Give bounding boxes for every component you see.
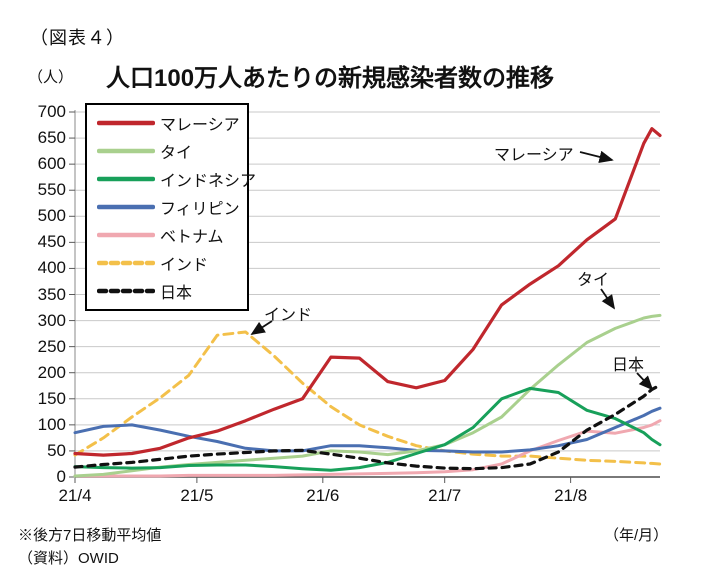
legend-item-1: タイ [97,138,247,164]
y-axis-tick-label: 550 [37,180,66,200]
legend-label: タイ [160,145,193,162]
series-line-インド [73,330,662,466]
annotation-japan: 日本 [612,357,645,374]
legend-swatch-icon [97,148,155,154]
y-axis-tick-label: 200 [37,362,66,382]
legend-swatch-icon [97,288,155,294]
legend-swatch-icon [97,204,155,210]
y-axis-tick-label: 650 [37,128,66,148]
legend-label: インドネシア [160,173,257,190]
legend-label: 日本 [160,285,193,302]
x-axis-tick-label: 21/5 [180,486,214,505]
legend-label: インド [160,257,209,274]
annotation-arrow-malaysia [579,150,614,164]
y-axis-unit-label: （人） [28,70,74,86]
series-line-日本 [73,383,662,471]
annotation-thailand: タイ [577,272,610,289]
y-axis-tick-label: 150 [37,388,66,408]
legend-item-5: インド [97,250,247,276]
chart-legend: マレーシアタイインドネシア フィリピンベトナムインド日本 [85,103,256,311]
annotation-arrow-india [250,320,273,335]
y-axis-tick-label: 450 [37,232,66,252]
legend-label: フィリピン [160,201,240,218]
y-axis-tick-label: 50 [47,440,66,460]
x-axis-tick-label: 21/7 [428,486,462,505]
legend-swatch-icon [97,176,155,182]
y-axis-tick-label: 250 [37,336,66,356]
legend-item-2: インドネシア [97,166,256,192]
series-line-フィリピン [73,406,662,454]
legend-item-6: 日本 [97,278,247,304]
annotation-arrow-thailand [600,288,616,310]
legend-label: ベトナム [160,229,224,246]
x-axis-unit-label: （年/月） [604,527,669,544]
legend-item-3: フィリピン [97,194,247,220]
legend-label: マレーシア [160,117,240,134]
x-axis-tick-label: 21/6 [306,486,340,505]
x-axis-tick-label: 21/4 [58,486,92,505]
annotation-malaysia: マレーシア [494,147,574,164]
y-axis-tick-label: 300 [37,310,66,330]
legend-swatch-icon [97,120,155,126]
y-axis-tick-label: 500 [37,206,66,226]
annotation-india: インド [264,307,313,324]
y-axis-tick-label: 400 [37,258,66,278]
annotation-arrow-japan [636,372,654,391]
series-line-ベトナム [73,419,662,478]
y-axis-tick-label: 700 [37,102,66,121]
legend-swatch-icon [97,232,155,238]
series-line-マレーシア [73,127,662,457]
x-axis-tick-label: 21/8 [554,486,588,505]
y-axis-tick-label: 100 [37,414,66,434]
legend-item-0: マレーシア [97,110,247,136]
y-axis-tick-label: 350 [37,284,66,304]
y-axis-tick-label: 0 [56,467,66,486]
y-axis-tick-label: 600 [37,154,66,174]
footnote-moving-average: ※後方7日移動平均値 [18,527,162,544]
figure-label: （図表４） [30,28,125,48]
footnote-source: （資料）OWID [18,550,119,567]
chart-title: 人口100万人あたりの新規感染者数の推移 [106,65,555,92]
legend-item-4: ベトナム [97,222,247,248]
legend-swatch-icon [97,260,155,266]
